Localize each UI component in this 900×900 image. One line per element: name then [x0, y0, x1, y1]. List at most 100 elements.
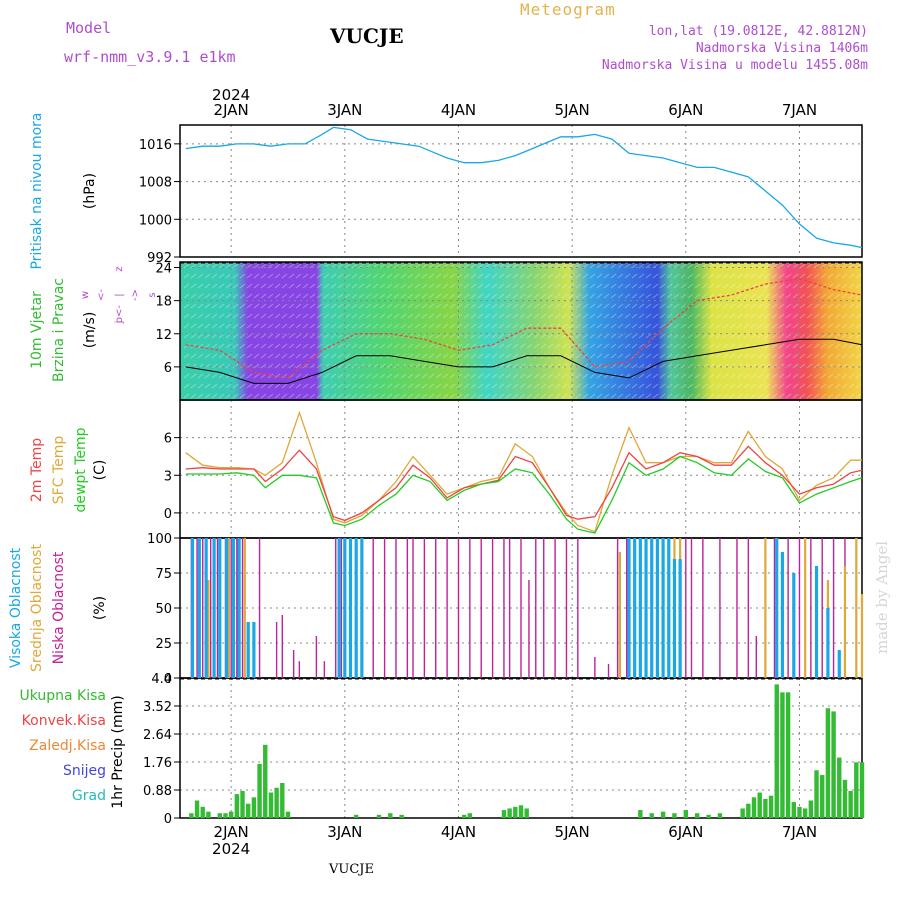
wind-barb — [827, 373, 834, 379]
precip-bar — [257, 763, 262, 818]
wind-barb — [330, 313, 337, 319]
wind-barb — [204, 353, 211, 359]
wind-barb — [652, 373, 659, 379]
wind-barb — [533, 373, 540, 379]
wind-barb — [288, 383, 295, 389]
wind-barb — [225, 283, 232, 289]
wind-barb — [729, 373, 736, 379]
wind-barb — [848, 293, 855, 299]
wind-barb — [750, 393, 757, 399]
wind-barb — [792, 273, 799, 279]
wind-barb — [491, 393, 498, 399]
wind-barb — [470, 293, 477, 299]
wind-barb — [253, 363, 260, 369]
wind-barb — [379, 313, 386, 319]
wind-barb — [736, 273, 743, 279]
wind-barb — [855, 333, 862, 339]
precip-legend-item: Konvek.Kisa — [22, 713, 106, 729]
wind-barb — [568, 293, 575, 299]
wind-barb — [484, 273, 491, 279]
wind-barb — [771, 273, 778, 279]
wind-barb — [505, 273, 512, 279]
wind-barb — [617, 273, 624, 279]
wind-barb — [729, 283, 736, 289]
wind-barb — [554, 373, 561, 379]
wind-barb — [596, 323, 603, 329]
wind-barb — [603, 313, 610, 319]
wind-barb — [617, 393, 624, 399]
wind-barb — [295, 293, 302, 299]
wind-barb — [603, 283, 610, 289]
precip-legend-item: Ukupna Kisa — [19, 688, 106, 704]
precip-bar — [780, 692, 785, 818]
wind-barb — [456, 313, 463, 319]
wind-barb — [673, 293, 680, 299]
wind-barb — [351, 373, 358, 379]
wind-barb — [743, 283, 750, 289]
wind-barb — [596, 303, 603, 309]
wind-barb — [680, 333, 687, 339]
precip-bar — [240, 790, 245, 818]
wind-barb — [232, 313, 239, 319]
wind-barb — [813, 373, 820, 379]
wind-barb — [855, 383, 862, 389]
wind-barb — [190, 273, 197, 279]
wind-barb — [302, 313, 309, 319]
wind-barb — [309, 273, 316, 279]
wind-barb — [813, 313, 820, 319]
wind-barb — [673, 373, 680, 379]
wind-barb — [204, 333, 211, 339]
wind-barb — [610, 343, 617, 349]
wind-barb — [400, 373, 407, 379]
wind-barb — [281, 323, 288, 329]
wind-barb — [337, 283, 344, 289]
wind-barb — [456, 383, 463, 389]
wind-barb — [792, 383, 799, 389]
precip-bar — [268, 792, 274, 818]
wind-barb — [421, 313, 428, 319]
wind-barb — [204, 313, 211, 319]
wind-barb — [561, 393, 568, 399]
wind-barb — [323, 343, 330, 349]
wind-barb — [253, 323, 260, 329]
wind-barb — [218, 363, 225, 369]
wind-barb — [316, 273, 323, 279]
wind-barb — [680, 283, 687, 289]
wind-barb — [463, 383, 470, 389]
wind-barb — [449, 373, 456, 379]
wind-barb — [218, 373, 225, 379]
wind-barb — [428, 273, 435, 279]
wind-barb — [638, 383, 645, 389]
precip-bar — [854, 762, 859, 818]
wind-barb — [281, 303, 288, 309]
wind-barb — [841, 393, 848, 399]
wind-barb — [239, 343, 246, 349]
top-day-label: 3JAN — [327, 101, 362, 119]
wind-barb — [253, 313, 260, 319]
wind-barb — [456, 393, 463, 399]
wind-barb — [554, 313, 561, 319]
wind-barb — [281, 393, 288, 399]
wind-barb — [421, 293, 428, 299]
wind-barb — [407, 383, 414, 389]
wind-barb — [239, 293, 246, 299]
wind-barb — [519, 293, 526, 299]
wind-barb — [393, 333, 400, 339]
wind-barb — [365, 313, 372, 319]
wind-barb — [302, 323, 309, 329]
wind-barb — [225, 343, 232, 349]
wind-barb — [561, 363, 568, 369]
wind-barb — [631, 343, 638, 349]
wind-barb — [330, 393, 337, 399]
wind-barb — [414, 323, 421, 329]
wind-barb — [652, 323, 659, 329]
precip-bar — [683, 810, 689, 818]
wind-barb — [736, 373, 743, 379]
wind-barb — [449, 333, 456, 339]
wind-barb — [288, 283, 295, 289]
wind-barb — [309, 303, 316, 309]
wind-barb — [491, 303, 498, 309]
wind-barb — [323, 373, 330, 379]
wind-barb — [540, 333, 547, 339]
wind-barb — [841, 273, 848, 279]
